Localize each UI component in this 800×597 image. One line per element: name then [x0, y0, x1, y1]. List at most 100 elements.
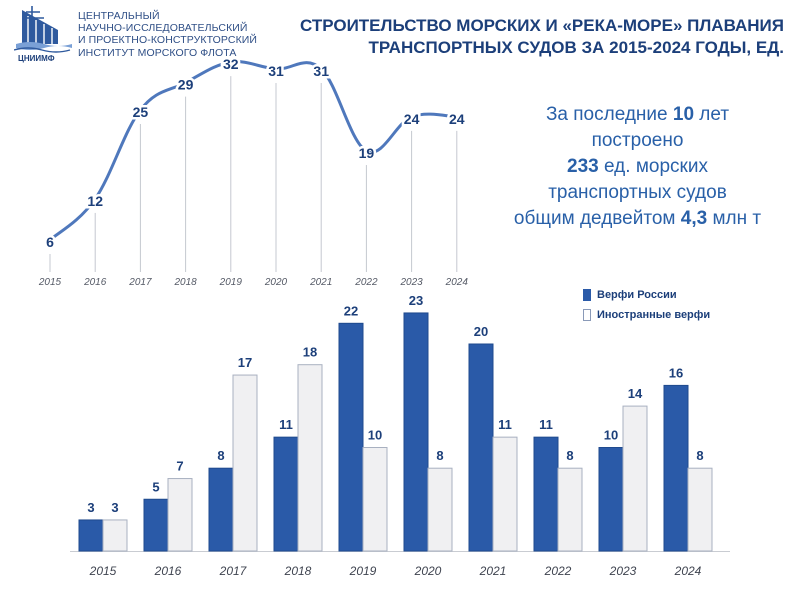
x-tick-label: 2019 [219, 277, 243, 288]
bar-russia [598, 447, 624, 552]
bar-russia [273, 436, 299, 552]
summary-deadweight: 4,3 [680, 208, 708, 229]
bar-value-label: 8 [217, 448, 224, 463]
x-tick-label: 2022 [354, 277, 378, 288]
x-tick-label: 2016 [83, 277, 107, 288]
summary-years: 10 [672, 104, 695, 125]
x-tick-label: 2018 [173, 277, 197, 288]
summary-text-part: млн т [707, 208, 762, 229]
x-tick-label: 2020 [414, 564, 442, 578]
line-chart: 6 12 25 29 32 31 31 19 24 24 2015 2016 2017 2018 2019 2… [37, 56, 469, 288]
series-line [48, 60, 459, 242]
data-label: 31 [313, 63, 329, 79]
logo-line: ЦЕНТРАЛЬНЫЙ [78, 10, 160, 22]
summary-text-part: За последние [545, 104, 673, 125]
bar-foreign [232, 374, 258, 552]
x-tick-label: 2023 [609, 564, 637, 578]
bar-foreign [687, 467, 713, 552]
summary-text: За последние 10 лет построено 233 ед. мо… [505, 102, 770, 232]
x-tick-label: 2017 [219, 564, 248, 578]
bar-value-label: 11 [498, 417, 512, 432]
bar-russia [143, 498, 169, 552]
bar-value-label: 11 [539, 417, 553, 432]
bar-value-label: 8 [436, 448, 443, 463]
logo-line: ИНСТИТУТ МОРСКОГО ФЛОТА [78, 46, 237, 59]
summary-line-5: общим дедвейтом 4,3 млн т [505, 206, 770, 232]
bar-foreign [362, 447, 388, 552]
data-label: 32 [223, 56, 239, 72]
ship-logo-icon [14, 6, 72, 53]
legend-item-russia: Верфи России [583, 285, 710, 305]
bar-value-label: 22 [344, 303, 358, 318]
bar-value-label: 3 [111, 500, 118, 515]
x-tick-label: 2015 [38, 277, 62, 288]
bar-foreign [102, 519, 128, 552]
logo-line: НАУЧНО-ИССЛЕДОВАТЕЛЬСКИЙ [78, 22, 248, 35]
x-tick-label: 2020 [264, 277, 288, 288]
logo-line: И ПРОЕКТНО-КОНСТРУКТОРСКИЙ [78, 34, 258, 47]
page-title: СТРОИТЕЛЬСТВО МОРСКИХ И «РЕКА-МОРЕ» ПЛАВ… [264, 15, 784, 59]
summary-line-4: транспортных судов [548, 182, 727, 203]
bar-value-label: 18 [303, 345, 317, 360]
summary-text-part: лет [694, 104, 730, 125]
logo: ЦЕНТРАЛЬНЫЙ НАУЧНО-ИССЛЕДОВАТЕЛЬСКИЙ И П… [14, 4, 257, 66]
x-tick-label: 2024 [674, 564, 702, 578]
x-tick-label: 2016 [154, 564, 182, 578]
bar-value-label: 20 [474, 324, 488, 339]
data-label: 24 [404, 111, 420, 127]
data-label: 29 [178, 77, 194, 93]
bar-foreign [167, 478, 193, 552]
x-tick-label: 2019 [349, 564, 377, 578]
summary-text-part: общим дедвейтом [513, 208, 681, 229]
title-line-2: ТРАНСПОРТНЫХ СУДОВ ЗА 2015-2024 ГОДЫ, ЕД… [368, 38, 784, 57]
data-label: 6 [46, 234, 54, 250]
logo-abbreviation: ЦНИИМФ [18, 54, 55, 63]
bar-foreign [427, 467, 453, 552]
bar-value-label: 17 [238, 355, 252, 370]
bar-value-label: 16 [669, 365, 683, 380]
bar-value-label: 11 [279, 417, 293, 432]
x-tick-label: 2018 [284, 564, 312, 578]
summary-total: 233 [567, 156, 599, 177]
bar-value-label: 8 [566, 448, 573, 463]
data-label: 31 [268, 63, 284, 79]
legend-label-russia: Верфи России [597, 289, 677, 301]
x-tick-label: 2023 [399, 277, 423, 288]
bar-russia [663, 384, 689, 552]
bar-value-label: 14 [628, 386, 643, 401]
bar-value-label: 7 [176, 459, 183, 474]
summary-line-2: построено [591, 130, 684, 151]
summary-line-3: 233 ед. морских [505, 154, 770, 180]
bar-foreign [492, 436, 518, 552]
x-tick-label: 2024 [445, 277, 469, 288]
x-tick-label: 2022 [544, 564, 572, 578]
x-tick-label: 2021 [309, 277, 332, 288]
bar-value-label: 8 [696, 448, 703, 463]
data-label: 19 [359, 145, 375, 161]
bar-russia [533, 436, 559, 552]
bar-russia [468, 343, 494, 552]
summary-text-part: ед. морских [598, 156, 708, 177]
bar-value-label: 23 [409, 293, 423, 308]
title-line-1: СТРОИТЕЛЬСТВО МОРСКИХ И «РЕКА-МОРЕ» ПЛАВ… [300, 16, 784, 35]
legend-label-foreign: Иностранные верфи [597, 309, 711, 321]
bar-russia [208, 467, 234, 552]
x-tick-label: 2017 [128, 277, 152, 288]
legend: Верфи России Иностранные верфи [583, 285, 710, 325]
data-label: 12 [87, 193, 103, 209]
data-label: 24 [449, 111, 465, 127]
legend-swatch-russia [583, 289, 591, 301]
data-label: 25 [133, 104, 149, 120]
bar-value-label: 10 [368, 428, 382, 443]
bar-foreign [557, 467, 583, 552]
logo-text: ЦЕНТРАЛЬНЫЙ НАУЧНО-ИССЛЕДОВАТЕЛЬСКИЙ И П… [78, 10, 257, 59]
bar-russia [338, 322, 364, 552]
legend-swatch-foreign [583, 309, 591, 321]
x-tick-label: 2021 [479, 564, 507, 578]
bar-value-label: 5 [152, 479, 159, 494]
bar-foreign [622, 405, 648, 552]
legend-item-foreign: Иностранные верфи [583, 305, 710, 325]
bar-value-label: 3 [87, 500, 94, 515]
summary-line-1: За последние 10 лет [505, 102, 770, 128]
